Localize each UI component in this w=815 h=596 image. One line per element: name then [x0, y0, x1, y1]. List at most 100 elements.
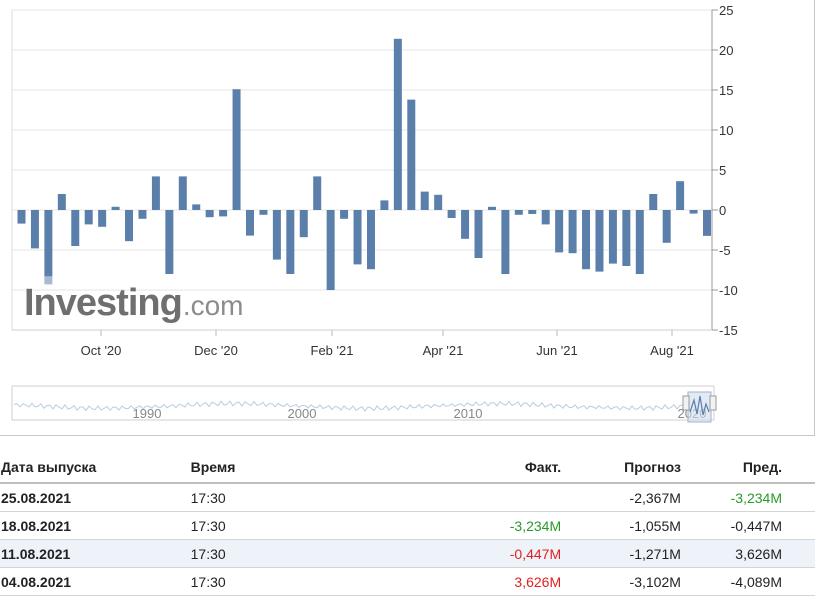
chart-bar	[676, 181, 685, 210]
chart-bar	[272, 210, 281, 260]
chart-bar	[366, 210, 375, 270]
table-row: 11.08.2021 17:30 -0,447M -1,271M 3,626M	[0, 539, 815, 568]
y-tick-label: -5	[719, 243, 731, 258]
navigator-year-label: 2010	[454, 406, 483, 421]
row-date: 18.08.2021	[0, 511, 189, 540]
navigator-year-label: 2000	[288, 406, 317, 421]
chart-bar	[353, 210, 362, 265]
chart-bar	[380, 200, 389, 210]
x-tick-label: Dec '20	[194, 343, 238, 358]
chart-bar	[487, 206, 496, 210]
row-forecast: -2,367M	[563, 483, 683, 512]
chart-bar	[259, 210, 268, 215]
chart-bar	[541, 210, 550, 225]
chart-bar	[689, 210, 698, 214]
chart-bar	[461, 210, 470, 239]
chart-bar	[703, 210, 711, 236]
row-forecast: -3,102M	[563, 567, 683, 596]
row-actual: -0,447M	[389, 539, 564, 568]
chart-bar	[474, 210, 483, 258]
chart-bar	[662, 210, 671, 243]
chart-bar	[299, 210, 308, 238]
x-tick-label: Aug '21	[650, 343, 694, 358]
y-tick-label: 25	[719, 3, 733, 18]
row-actual: -3,234M	[389, 511, 564, 540]
y-tick-label: 5	[719, 163, 726, 178]
chart-bar	[138, 210, 147, 219]
y-tick-label: -15	[719, 323, 738, 338]
x-tick-label: Feb '21	[311, 343, 354, 358]
bar-chart: 25 20 15 10 5 0 -5 -10 -15 Oct '20 Dec '20 Feb '21 A…	[11, 3, 738, 423]
x-tick-label: Apr '21	[423, 343, 464, 358]
chart-bar	[30, 210, 39, 249]
chart-bar	[57, 194, 66, 210]
chart-bar	[447, 210, 456, 218]
chart-bar-highlight	[44, 276, 53, 285]
chart-bar	[286, 210, 295, 274]
chart-bar	[568, 210, 577, 254]
chart-bar	[434, 194, 443, 210]
chart-bar	[608, 210, 617, 264]
chart-bar	[111, 206, 120, 210]
chart-bar	[595, 210, 604, 272]
navigator-series	[13, 400, 684, 412]
chart-bar	[501, 210, 510, 274]
chart-bar	[125, 210, 134, 242]
x-tick-label: Jun '21	[536, 343, 578, 358]
row-forecast: -1,055M	[563, 511, 683, 540]
row-time: 17:30	[188, 567, 390, 596]
row-date: 25.08.2021	[0, 483, 189, 512]
navigator-handle-left[interactable]	[682, 395, 690, 411]
row-time: 17:30	[188, 511, 390, 540]
chart-bar	[622, 210, 631, 266]
header-time[interactable]: Время	[188, 452, 390, 484]
navigator-selection-series	[689, 395, 710, 416]
chart-bar	[165, 210, 174, 274]
chart-bar	[420, 191, 429, 210]
chart-bar	[635, 210, 644, 274]
row-date: 04.08.2021	[0, 567, 189, 596]
chart-bar	[246, 210, 254, 236]
table-row: 25.08.2021 17:30 -2,367M -3,234M	[0, 483, 815, 512]
row-forecast: -1,271M	[563, 539, 683, 568]
chart-bar	[71, 210, 80, 246]
row-actual	[389, 483, 564, 512]
navigator-year-label: 1990	[133, 406, 162, 421]
chart-bar	[178, 176, 187, 210]
row-previous: -3,234M	[682, 483, 815, 512]
header-forecast[interactable]: Прогноз	[563, 452, 683, 484]
table-header-row: Дата выпуска Время Факт. Прогноз Пред.	[0, 452, 815, 484]
logo-main-text: Investing	[24, 282, 183, 324]
chart-bar	[98, 210, 107, 227]
table-row: 18.08.2021 17:30 -3,234M -1,055M -0,447M	[0, 511, 815, 540]
y-tick-label: 0	[719, 203, 726, 218]
chart-container: 25 20 15 10 5 0 -5 -10 -15 Oct '20 Dec '20 Feb '21 A…	[0, 0, 815, 436]
row-previous: 3,626M	[682, 539, 815, 568]
investing-logo: Investing .com	[24, 282, 244, 326]
header-previous[interactable]: Пред.	[682, 452, 815, 484]
x-tick-label: Oct '20	[81, 343, 122, 358]
chart-bar	[649, 194, 658, 210]
header-date[interactable]: Дата выпуска	[0, 452, 189, 484]
chart-bar	[393, 38, 402, 210]
chart-bar	[17, 210, 26, 224]
chart-bar	[555, 210, 564, 253]
header-actual[interactable]: Факт.	[389, 452, 564, 484]
row-date: 11.08.2021	[0, 539, 189, 568]
navigator-handle-right[interactable]	[709, 395, 717, 411]
history-table: Дата выпуска Время Факт. Прогноз Пред. 2…	[0, 452, 815, 596]
table-row: 04.08.2021 17:30 3,626M -3,102M -4,089M	[0, 567, 815, 596]
y-tick-label: 20	[719, 43, 733, 58]
y-tick-label: 15	[719, 83, 733, 98]
chart-bar	[205, 210, 214, 218]
row-time: 17:30	[188, 539, 390, 568]
chart-bar	[44, 210, 53, 277]
logo-suffix-text: .com	[182, 290, 244, 321]
y-tick-label: 10	[719, 123, 733, 138]
chart-bar	[326, 210, 335, 290]
chart-bar	[528, 210, 537, 214]
chart-bar	[192, 204, 201, 210]
chart-bar	[232, 89, 241, 210]
row-previous: -0,447M	[682, 511, 815, 540]
row-previous: -4,089M	[682, 567, 815, 596]
